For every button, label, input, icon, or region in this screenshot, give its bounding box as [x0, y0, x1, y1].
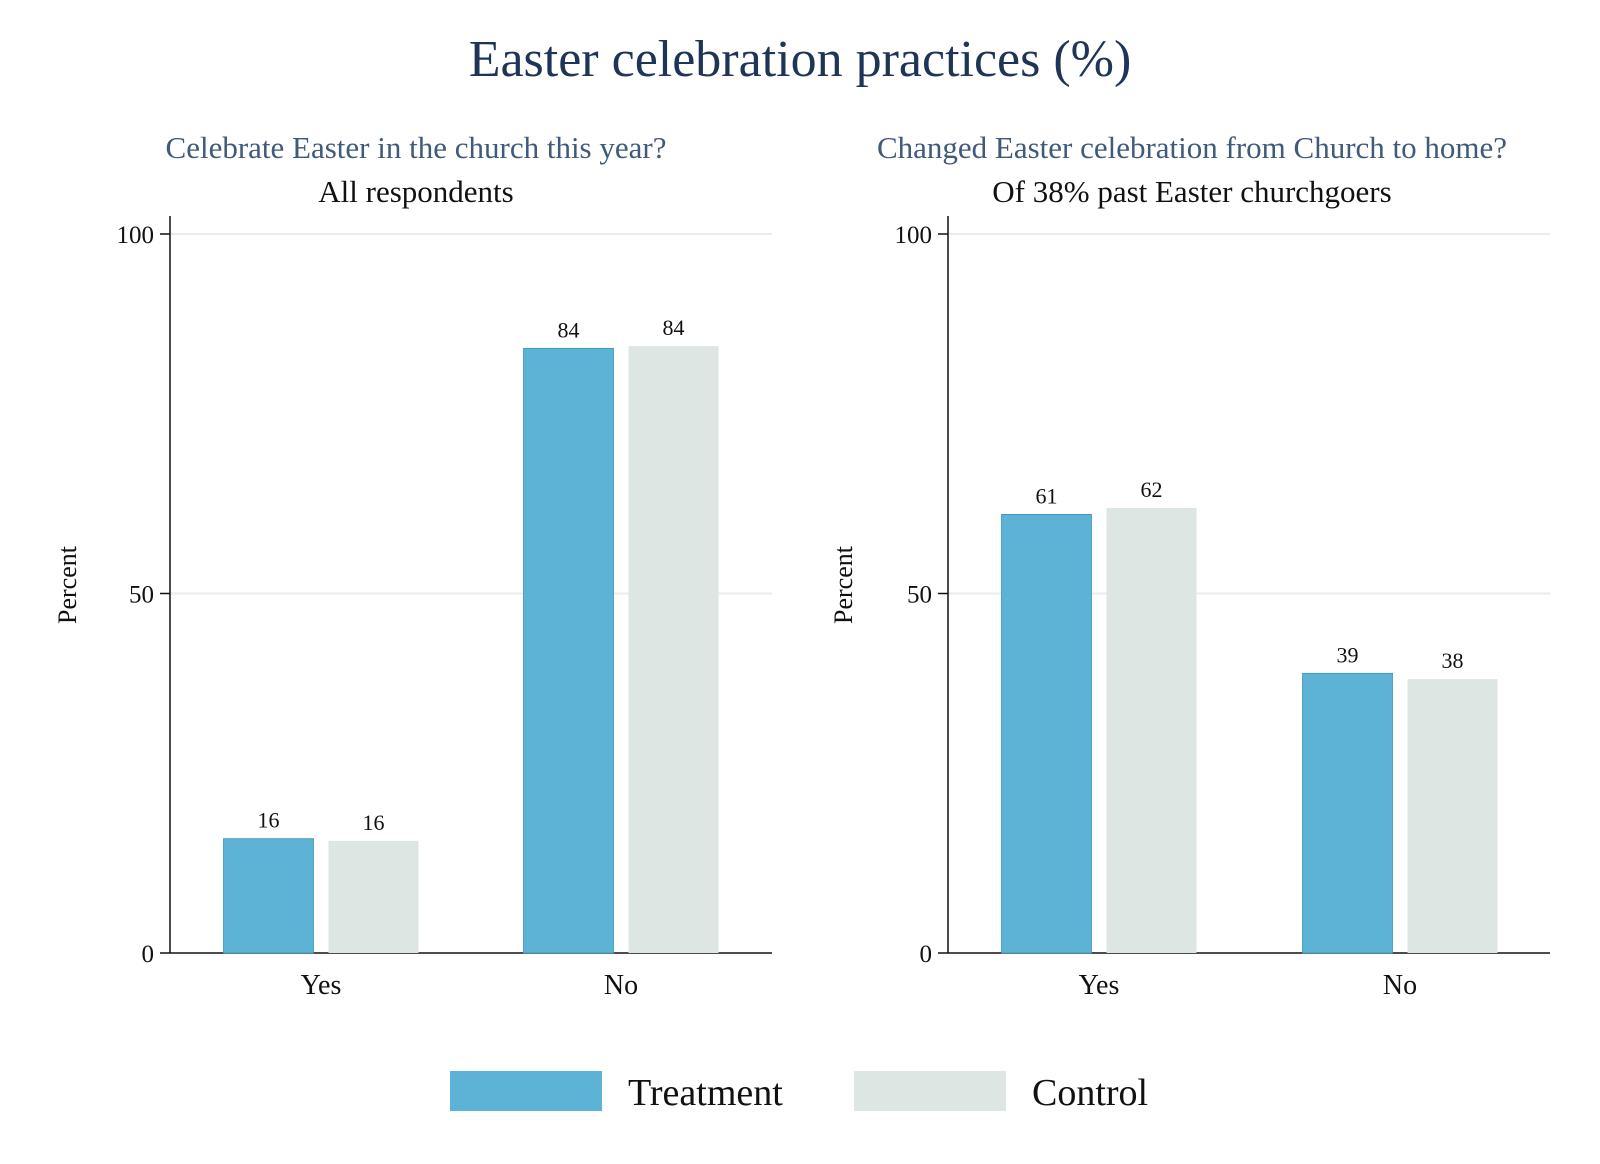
y-tick-label: 0	[920, 941, 933, 968]
x-category-label: Yes	[301, 970, 342, 1001]
subplot-subtitle: All respondents	[318, 174, 513, 209]
y-tick-label: 100	[117, 222, 155, 249]
y-axis-title: Percent	[53, 545, 82, 624]
chart-title: Easter celebration practices (%)	[469, 31, 1132, 88]
panel-changed-celebration: Changed Easter celebration from Church t…	[829, 130, 1550, 1001]
subplot-title: Celebrate Easter in the church this year…	[166, 130, 667, 165]
data-label: 61	[1036, 483, 1058, 508]
data-label: 16	[258, 808, 280, 833]
x-category-label: Yes	[1079, 970, 1120, 1001]
data-label: 16	[363, 810, 385, 835]
data-label: 62	[1141, 477, 1163, 502]
bar-control-no	[1407, 679, 1498, 953]
bar-control-yes	[1106, 507, 1197, 953]
bar-treatment-no	[1302, 672, 1393, 954]
y-tick-label: 0	[142, 941, 155, 968]
x-category-label: No	[1383, 970, 1417, 1001]
y-tick-label: 100	[895, 222, 933, 249]
legend-swatch-treatment	[450, 1071, 602, 1111]
bar-treatment-yes	[223, 838, 314, 954]
bar-treatment-yes	[1001, 514, 1092, 954]
x-category-label: No	[604, 970, 638, 1001]
data-label: 84	[558, 317, 580, 342]
y-tick-label: 50	[129, 582, 154, 609]
data-label: 84	[663, 315, 685, 340]
data-label: 39	[1337, 642, 1359, 667]
panel-church-attendance: Celebrate Easter in the church this year…	[53, 130, 772, 1001]
bar-control-yes	[328, 840, 419, 953]
subplot-subtitle: Of 38% past Easter churchgoers	[992, 174, 1391, 209]
y-axis-title: Percent	[829, 545, 858, 624]
legend-swatch-control	[854, 1071, 1006, 1111]
data-label: 38	[1442, 648, 1464, 673]
bar-treatment-no	[523, 347, 614, 954]
bar-control-no	[628, 346, 719, 953]
y-tick-label: 50	[907, 582, 932, 609]
legend: Treatment Control	[450, 1071, 1148, 1114]
legend-label-control: Control	[1032, 1072, 1148, 1114]
subplot-title: Changed Easter celebration from Church t…	[877, 130, 1507, 165]
legend-label-treatment: Treatment	[628, 1072, 783, 1114]
